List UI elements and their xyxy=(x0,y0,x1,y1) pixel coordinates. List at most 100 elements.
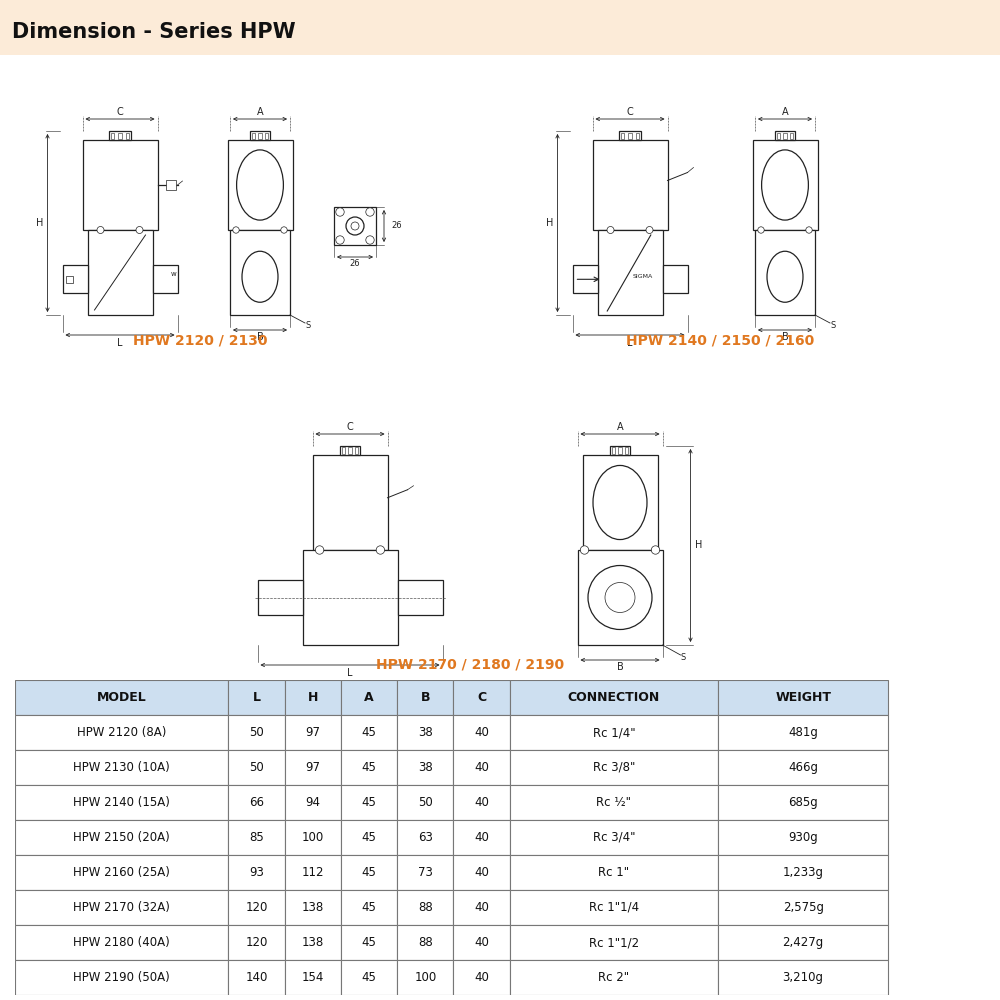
Text: 88: 88 xyxy=(418,901,433,914)
Text: L: L xyxy=(253,691,261,704)
Bar xyxy=(783,132,787,139)
Bar xyxy=(228,140,293,230)
Bar xyxy=(15,960,228,995)
Bar xyxy=(510,680,718,715)
Text: C: C xyxy=(627,107,633,117)
Text: 50: 50 xyxy=(418,796,433,809)
Bar xyxy=(397,890,453,925)
Text: Rc 2": Rc 2" xyxy=(598,971,630,984)
Text: Rc 1/4": Rc 1/4" xyxy=(593,726,635,739)
Text: 112: 112 xyxy=(302,866,324,879)
Bar xyxy=(718,750,888,785)
Text: A: A xyxy=(782,107,788,117)
Ellipse shape xyxy=(237,150,283,220)
Bar xyxy=(15,890,228,925)
Text: 73: 73 xyxy=(418,866,433,879)
Text: A: A xyxy=(617,422,623,432)
Circle shape xyxy=(758,227,764,233)
Text: H: H xyxy=(308,691,318,704)
Bar xyxy=(109,131,131,140)
Text: 45: 45 xyxy=(362,761,376,774)
Text: 40: 40 xyxy=(474,971,489,984)
Bar xyxy=(510,960,718,995)
Text: 45: 45 xyxy=(362,726,376,739)
Text: 481g: 481g xyxy=(788,726,818,739)
Text: 26: 26 xyxy=(391,222,402,231)
Circle shape xyxy=(136,227,143,233)
Bar xyxy=(397,820,453,855)
Bar xyxy=(15,750,228,785)
Bar xyxy=(510,925,718,960)
Bar xyxy=(718,925,888,960)
Bar xyxy=(118,132,122,139)
Bar xyxy=(619,131,641,140)
Bar xyxy=(453,820,510,855)
Text: 100: 100 xyxy=(302,831,324,844)
Text: B: B xyxy=(617,662,623,672)
Bar xyxy=(340,446,360,455)
Bar xyxy=(510,715,718,750)
Bar xyxy=(15,680,228,715)
Bar xyxy=(355,448,358,454)
Text: L: L xyxy=(117,338,123,348)
Text: Rc 1"1/2: Rc 1"1/2 xyxy=(589,936,639,949)
Text: 154: 154 xyxy=(302,971,324,984)
Bar xyxy=(126,132,129,139)
Bar xyxy=(341,820,397,855)
Text: H: H xyxy=(695,540,702,550)
Text: HPW 2150 (20A): HPW 2150 (20A) xyxy=(73,831,170,844)
Bar xyxy=(755,230,815,315)
Bar xyxy=(63,265,88,293)
Text: 93: 93 xyxy=(249,866,264,879)
Text: HPW 2140 / 2150 / 2160: HPW 2140 / 2150 / 2160 xyxy=(626,333,814,347)
Circle shape xyxy=(346,217,364,235)
Text: 40: 40 xyxy=(474,726,489,739)
Text: 2,575g: 2,575g xyxy=(783,901,824,914)
Bar xyxy=(510,750,718,785)
Bar xyxy=(83,140,158,230)
Bar xyxy=(15,785,228,820)
Bar xyxy=(15,925,228,960)
Text: 120: 120 xyxy=(245,936,268,949)
Bar xyxy=(348,448,352,454)
Circle shape xyxy=(336,236,344,244)
Text: Rc 3/8": Rc 3/8" xyxy=(593,761,635,774)
Text: C: C xyxy=(477,691,486,704)
Bar xyxy=(228,715,285,750)
Circle shape xyxy=(97,227,104,233)
Text: B: B xyxy=(782,332,788,342)
Bar xyxy=(397,715,453,750)
Bar xyxy=(341,785,397,820)
Circle shape xyxy=(366,208,374,216)
Bar xyxy=(285,890,341,925)
Text: L: L xyxy=(627,338,633,348)
Text: 466g: 466g xyxy=(788,761,818,774)
Circle shape xyxy=(646,227,653,233)
Bar xyxy=(398,580,443,615)
Text: 26: 26 xyxy=(350,259,360,268)
Bar xyxy=(510,820,718,855)
Circle shape xyxy=(376,546,385,554)
Ellipse shape xyxy=(593,465,647,540)
Text: WEIGHT: WEIGHT xyxy=(775,691,831,704)
Circle shape xyxy=(351,222,359,230)
Circle shape xyxy=(580,546,589,554)
Bar xyxy=(88,230,153,315)
Bar xyxy=(453,715,510,750)
Text: 1,233g: 1,233g xyxy=(783,866,824,879)
Text: HPW 2120 / 2130: HPW 2120 / 2130 xyxy=(133,333,267,347)
Text: HPW 2130 (10A): HPW 2130 (10A) xyxy=(73,761,170,774)
Text: B: B xyxy=(421,691,430,704)
Bar xyxy=(228,820,285,855)
Text: Dimension - Series HPW: Dimension - Series HPW xyxy=(12,22,296,42)
Bar xyxy=(453,960,510,995)
Bar xyxy=(621,132,624,139)
Bar xyxy=(718,820,888,855)
Bar xyxy=(111,132,114,139)
Ellipse shape xyxy=(242,251,278,302)
Text: HPW 2180 (40A): HPW 2180 (40A) xyxy=(73,936,170,949)
Bar xyxy=(228,925,285,960)
Bar xyxy=(718,855,888,890)
Circle shape xyxy=(607,227,614,233)
Text: HPW 2140 (15A): HPW 2140 (15A) xyxy=(73,796,170,809)
